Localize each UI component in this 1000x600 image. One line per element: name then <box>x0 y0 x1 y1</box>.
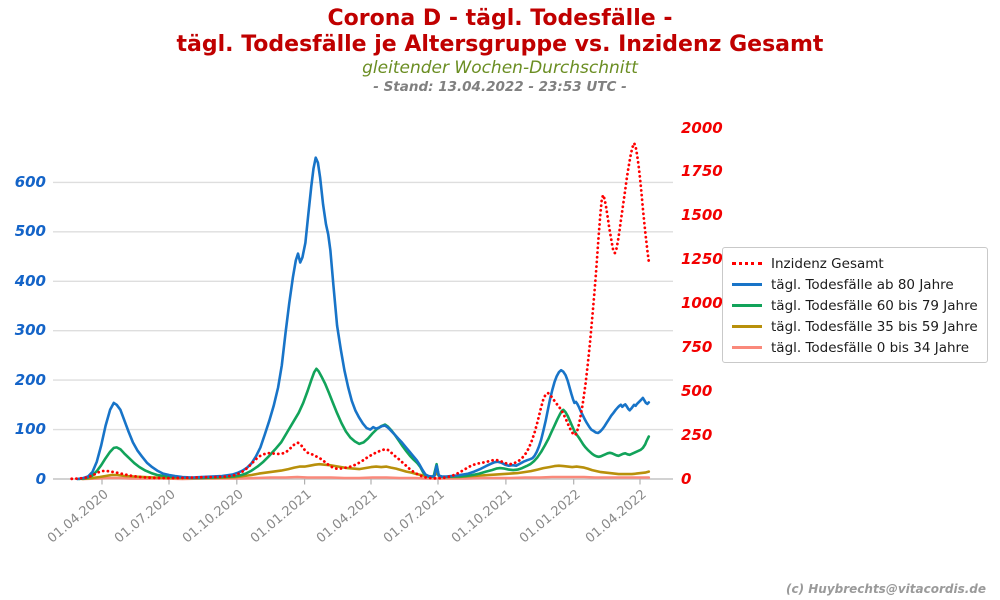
legend-label: tägl. Todesfälle 35 bis 59 Jahre <box>771 318 978 335</box>
legend: Inzidenz Gesamt tägl. Todesfälle ab 80 Ja… <box>722 247 988 363</box>
legend-item-35-bis-59-jahre: tägl. Todesfälle 35 bis 59 Jahre <box>732 316 979 337</box>
y-right-tick-label: 1750 <box>681 162 723 181</box>
legend-item-inzidenz-gesamt: Inzidenz Gesamt <box>732 253 979 274</box>
legend-item-60-bis-79-jahre: tägl. Todesfälle 60 bis 79 Jahre <box>732 295 979 316</box>
y-left-tick-label: 400 <box>14 271 46 290</box>
y-right-tick-label: 0 <box>681 469 692 488</box>
legend-item-ab-80-jahre: tägl. Todesfälle ab 80 Jahre <box>732 274 979 295</box>
y-right-tick-label: 1500 <box>681 206 723 225</box>
legend-label: Inzidenz Gesamt <box>771 255 884 272</box>
series-line-ab-80-jahre <box>76 156 651 481</box>
y-right-tick-label: 500 <box>681 381 713 400</box>
y-right-tick-label: 750 <box>681 337 713 356</box>
chart-title-line1: Corona D - tägl. Todesfälle - <box>327 6 673 31</box>
footer-credit: (c) Huybrechts@vitacordis.de <box>785 582 986 596</box>
chart-title: Corona D - tägl. Todesfälle - tägl. Tode… <box>0 6 1000 58</box>
y-left-tick-label: 300 <box>14 321 46 340</box>
legend-label: tägl. Todesfälle 60 bis 79 Jahre <box>771 297 978 314</box>
legend-label: tägl. Todesfälle ab 80 Jahre <box>771 276 954 293</box>
series-line-inzidenz-gesamt <box>70 141 651 481</box>
y-right-tick-label: 1000 <box>681 294 723 312</box>
chart-subtitle: gleitender Wochen-Durchschnitt <box>362 58 638 78</box>
legend-swatch-35-bis-59-jahre <box>732 325 762 328</box>
y-right-tick-label: 2000 <box>681 118 723 137</box>
chart-stand-line: - Stand: 13.04.2022 - 23:53 UTC - <box>373 79 627 95</box>
y-left-tick-label: 200 <box>14 370 46 389</box>
y-left-tick-label: 500 <box>14 222 46 241</box>
chart-title-line2: tägl. Todesfälle je Altersgruppe vs. Inz… <box>176 32 824 57</box>
legend-item-0-bis-34-jahre: tägl. Todesfälle 0 bis 34 Jahre <box>732 337 979 358</box>
y-left-tick-label: 100 <box>14 420 46 439</box>
legend-swatch-0-bis-34-jahre <box>732 346 762 349</box>
y-right-tick-label: 1250 <box>681 250 723 269</box>
y-right-tick-label: 250 <box>681 425 713 444</box>
legend-swatch-60-bis-79-jahre <box>732 304 762 307</box>
y-left-tick-label: 0 <box>35 469 46 488</box>
legend-label: tägl. Todesfälle 0 bis 34 Jahre <box>771 339 970 356</box>
legend-swatch-ab-80-jahre <box>732 283 762 286</box>
y-left-tick-label: 600 <box>14 172 46 191</box>
legend-swatch-inzidenz-gesamt <box>732 262 762 265</box>
